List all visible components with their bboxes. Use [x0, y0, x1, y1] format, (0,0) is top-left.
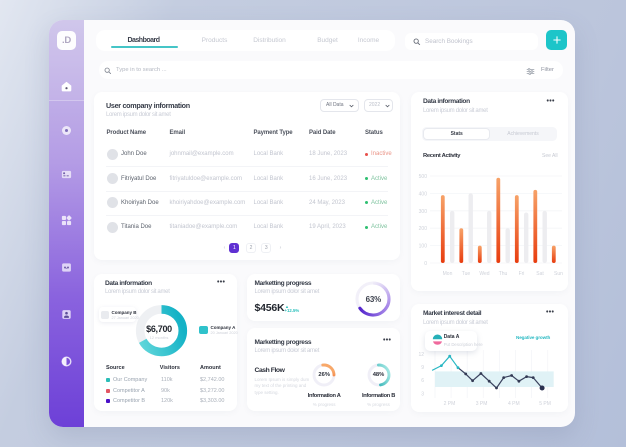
- svg-text:12: 12: [418, 352, 424, 358]
- svg-text:5 PM: 5 PM: [539, 401, 551, 407]
- svg-text:Mon: Mon: [443, 271, 453, 277]
- svg-text:2 PM: 2 PM: [444, 401, 456, 407]
- svg-text:4 PM: 4 PM: [508, 401, 520, 407]
- svg-text:9: 9: [421, 365, 424, 371]
- svg-text:Fri: Fri: [519, 271, 525, 277]
- svg-text:200: 200: [419, 226, 428, 232]
- svg-text:3: 3: [421, 392, 424, 398]
- svg-text:Wed: Wed: [479, 271, 489, 277]
- svg-text:0: 0: [424, 261, 427, 267]
- svg-text:400: 400: [419, 191, 428, 197]
- svg-text:Tue: Tue: [462, 271, 471, 277]
- svg-text:500: 500: [419, 174, 428, 180]
- svg-text:6: 6: [421, 378, 424, 384]
- svg-text:3 PM: 3 PM: [476, 401, 488, 407]
- svg-text:300: 300: [419, 209, 428, 215]
- svg-text:Sun: Sun: [554, 271, 563, 277]
- svg-text:Sat: Sat: [536, 271, 544, 277]
- svg-text:100: 100: [419, 244, 428, 250]
- svg-text:Thu: Thu: [499, 271, 508, 277]
